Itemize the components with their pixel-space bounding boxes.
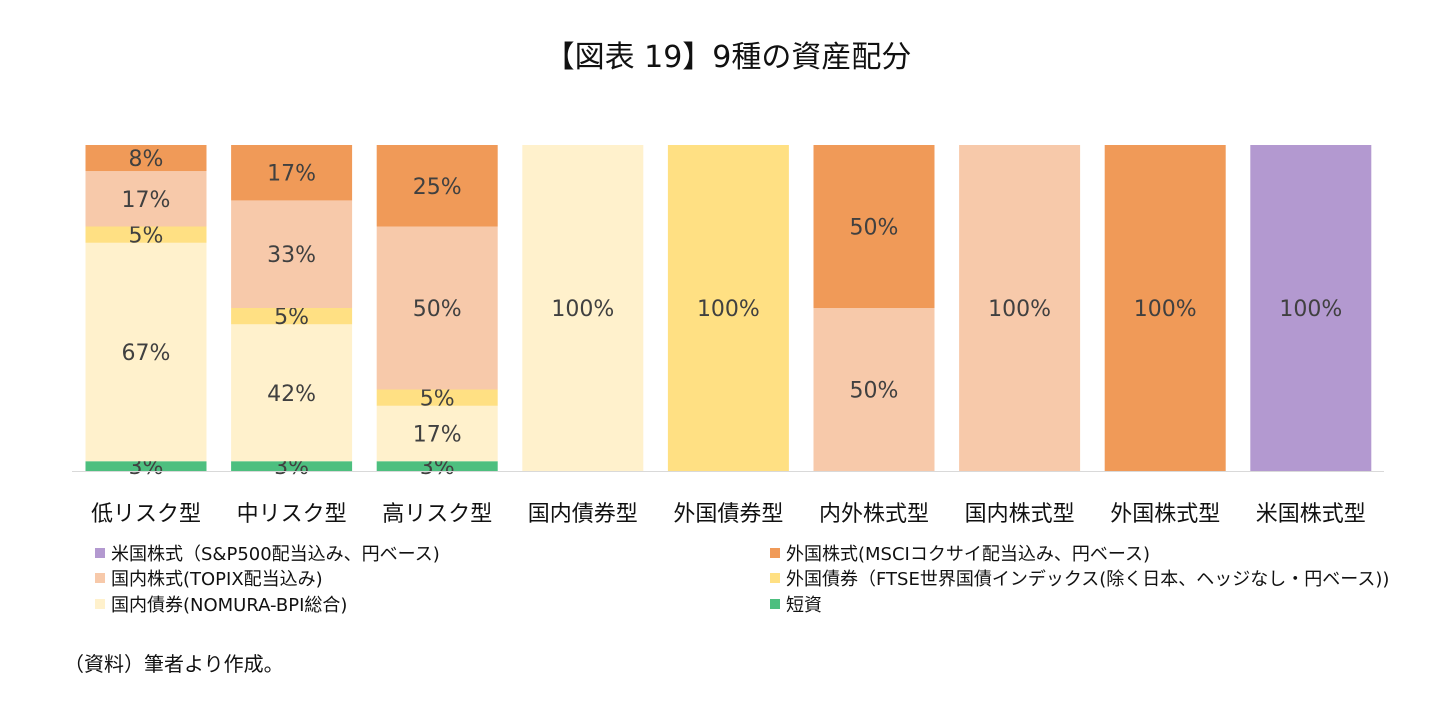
category-label: 中リスク型: [237, 502, 347, 527]
data-label: 17%: [267, 162, 316, 187]
category-label: 米国株式型: [1256, 502, 1366, 527]
data-label: 5%: [420, 387, 455, 412]
data-label: 67%: [122, 341, 171, 366]
bar-segment-dom_stock: [959, 145, 1081, 471]
data-label: 5%: [129, 224, 164, 249]
bar-segment-short: [85, 461, 207, 471]
data-label: 100%: [551, 297, 614, 322]
bar-segment-for_stock: [813, 145, 935, 308]
bar-segment-dom_stock: [376, 226, 498, 390]
bar-segment-for_stock: [85, 145, 207, 172]
bar-segment-for_bond: [85, 226, 207, 243]
source-note: （資料）筆者より作成。: [64, 652, 284, 676]
category-label: 外国債券型: [673, 502, 783, 527]
bar-segment-dom_bond: [85, 242, 207, 462]
data-label: 100%: [988, 297, 1051, 322]
data-label: 17%: [122, 188, 171, 213]
category-label: 国内株式型: [965, 502, 1075, 527]
data-label: 42%: [267, 382, 316, 407]
data-label: 100%: [1279, 297, 1342, 322]
data-label: 100%: [1134, 297, 1197, 322]
category-label: 高リスク型: [382, 502, 492, 527]
bar-segment-dom_stock: [85, 171, 207, 227]
data-label: 25%: [413, 175, 462, 200]
data-label: 17%: [413, 423, 462, 448]
data-label: 50%: [850, 379, 899, 404]
bar-segment-for_bond: [667, 145, 789, 471]
data-label: 33%: [267, 243, 316, 268]
bar-segment-dom_bond: [522, 145, 644, 471]
data-label: 100%: [697, 297, 760, 322]
chart-title: 【図表 19】9種の資産配分: [544, 40, 912, 75]
bar-segment-short: [231, 461, 353, 471]
bar-segment-us_stock: [1250, 145, 1372, 471]
data-label: 5%: [274, 305, 309, 330]
bar-segment-for_stock: [376, 145, 498, 227]
bar-segment-dom_stock: [813, 308, 935, 471]
data-label: 50%: [413, 297, 462, 322]
category-label: 内外株式型: [819, 502, 929, 527]
category-label: 国内債券型: [528, 502, 638, 527]
bar-segment-for_bond: [376, 389, 498, 406]
data-label: 50%: [850, 216, 899, 241]
category-label: 外国株式型: [1110, 502, 1220, 527]
bar-segment-dom_bond: [231, 324, 353, 462]
bar-segment-for_bond: [231, 308, 353, 325]
bar-segment-short: [376, 461, 498, 471]
bar-segment-for_stock: [231, 145, 353, 201]
bar-segment-for_stock: [1104, 145, 1226, 471]
bar-segment-dom_bond: [376, 405, 498, 462]
data-label: 8%: [129, 147, 164, 172]
bar-segment-dom_stock: [231, 200, 353, 308]
category-label: 低リスク型: [91, 502, 201, 527]
